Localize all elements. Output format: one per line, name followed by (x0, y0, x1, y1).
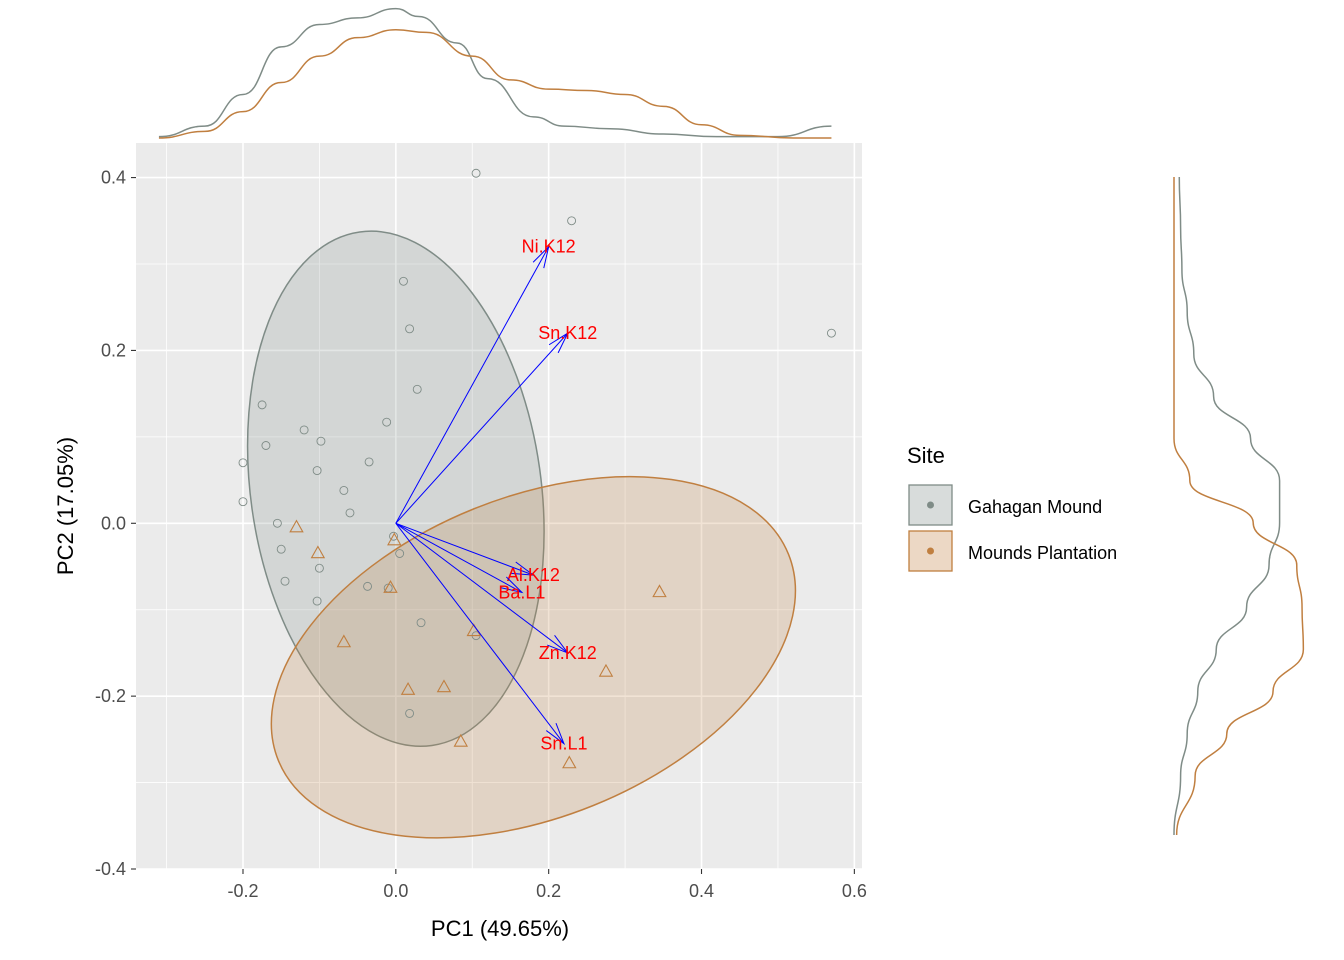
y-tick-label: -0.2 (95, 686, 126, 706)
point-gahagan (416, 618, 426, 628)
x-axis-title: PC1 (49.65%) (431, 916, 569, 941)
legend-label-gahagan: Gahagan Mound (968, 497, 1102, 517)
point-gahagan (471, 168, 481, 178)
point-gahagan (280, 576, 290, 586)
y-tick-label: 0.2 (101, 340, 126, 360)
loading-arrowhead (500, 576, 524, 594)
point-gahagan (316, 436, 326, 446)
point-gahagan (826, 328, 836, 338)
point-gahagan (405, 708, 415, 718)
point-mounds (453, 733, 469, 747)
loading-label: Sn.K12 (538, 323, 597, 343)
point-gahagan (312, 466, 322, 476)
marginal-density-x (158, 7, 832, 139)
point-gahagan (363, 581, 373, 591)
legend-key-mounds (908, 530, 953, 572)
loading-arrow (395, 246, 550, 524)
point-mounds (562, 755, 577, 769)
point-gahagan (389, 531, 398, 541)
marginal-density-curve (1173, 176, 1281, 836)
point-mounds (652, 584, 667, 598)
loading-arrowhead (511, 561, 536, 576)
point-gahagan (345, 508, 355, 518)
axes: -0.2 0.0 0.2 0.4 0.6 -0.4 -0.2 0.0 0.2 0.4 (95, 168, 867, 901)
loading-arrow (395, 332, 569, 524)
point-mounds (336, 634, 352, 648)
point-gahagan (382, 417, 392, 427)
y-tick-label: 0.4 (101, 168, 126, 188)
loading-arrowhead (532, 245, 550, 269)
x-tick-label: -0.2 (227, 881, 258, 901)
point-mounds (289, 519, 304, 533)
loading-label: Ni.K12 (522, 237, 576, 257)
marginal-density-curve (1173, 177, 1305, 836)
point-gahagan (395, 549, 405, 558)
loading-arrowhead (548, 331, 569, 354)
confidence-ellipse (246, 230, 545, 748)
point-mounds (436, 679, 452, 693)
legend: Site Gahagan Mound Mounds Plantation (907, 443, 1117, 572)
point-gahagan (314, 563, 324, 573)
point-mounds (383, 579, 398, 593)
marginal-density-curve (158, 29, 832, 139)
marginal-density-curve (158, 7, 832, 138)
x-tick-label: 0.2 (536, 881, 561, 901)
point-gahagan (339, 485, 349, 495)
legend-marker-gahagan (927, 501, 934, 509)
point-gahagan (257, 400, 267, 410)
loading-arrow (395, 522, 565, 744)
legend-title: Site (907, 443, 945, 468)
grid-lines (136, 143, 862, 870)
marginal-density-y (1173, 176, 1305, 836)
point-gahagan (238, 458, 248, 468)
y-axis-title: PC2 (17.05%) (53, 437, 78, 575)
y-tick-label: -0.4 (95, 859, 126, 879)
legend-label-mounds: Mounds Plantation (968, 543, 1117, 563)
point-gahagan (312, 596, 322, 606)
loading-arrow (395, 522, 523, 593)
loading-arrowhead (546, 722, 566, 746)
point-mounds (387, 532, 402, 546)
point-gahagan (567, 216, 577, 226)
data-points (238, 168, 836, 769)
point-gahagan (272, 518, 282, 528)
point-mounds (598, 663, 614, 677)
loading-arrow (395, 522, 569, 654)
point-gahagan (405, 324, 415, 334)
point-gahagan (238, 497, 248, 507)
point-gahagan (261, 441, 271, 450)
point-gahagan (276, 544, 286, 554)
confidence-ellipse (270, 475, 797, 839)
loading-label: Ba.L1 (498, 582, 545, 602)
point-gahagan (364, 457, 374, 467)
point-gahagan (399, 276, 408, 286)
x-tick-label: 0.0 (383, 881, 408, 901)
confidence-ellipses (246, 230, 797, 839)
legend-marker-mounds (927, 547, 934, 555)
loading-arrowhead (547, 635, 570, 655)
loading-label: Al.K12 (507, 565, 560, 585)
x-tick-label: 0.6 (842, 881, 867, 901)
loading-arrow (395, 522, 534, 576)
loading-label: Sn.L1 (540, 734, 587, 754)
point-mounds (310, 545, 326, 559)
y-tick-label: 0.0 (101, 513, 126, 533)
point-gahagan (299, 425, 309, 435)
point-mounds (400, 681, 416, 695)
point-gahagan (412, 384, 422, 394)
loading-label: Zn.K12 (539, 643, 597, 663)
x-tick-label: 0.4 (689, 881, 714, 901)
